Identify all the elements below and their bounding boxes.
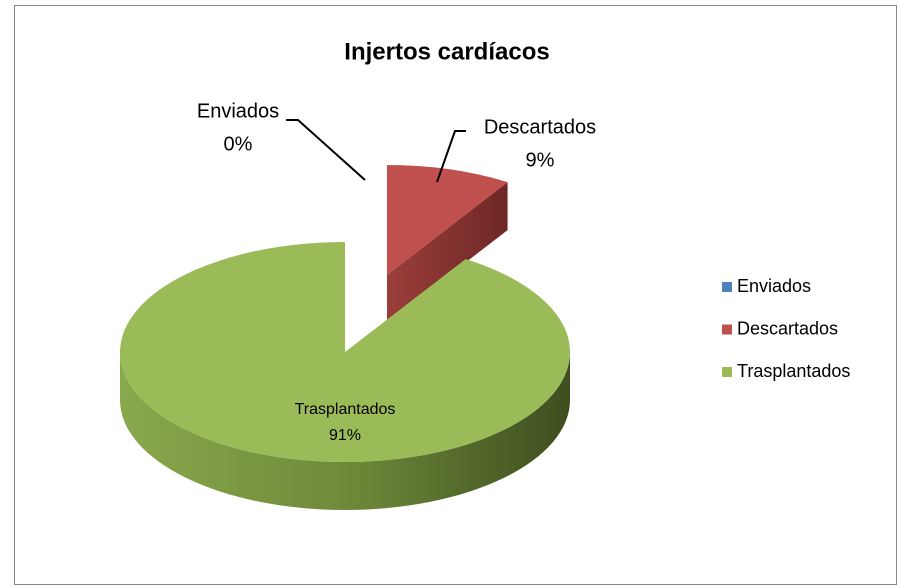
data-label-value: 9% xyxy=(526,149,555,171)
slice-wall xyxy=(387,182,508,323)
leader-line xyxy=(286,119,366,181)
leader-line xyxy=(436,130,466,183)
chart-title: Injertos cardíacos xyxy=(344,38,549,65)
data-label-value: 0% xyxy=(224,133,253,155)
slice-side xyxy=(120,352,570,510)
data-label-name: Descartados xyxy=(484,116,596,138)
data-label-name: Enviados xyxy=(197,100,279,122)
legend-swatch xyxy=(722,367,732,377)
legend-label: Trasplantados xyxy=(737,361,850,381)
legend-swatch xyxy=(722,324,732,335)
legend-swatch xyxy=(722,282,732,292)
data-label-name: Trasplantados xyxy=(295,401,396,418)
slice xyxy=(387,165,508,275)
legend-label: Enviados xyxy=(737,276,811,296)
data-label-value: 91% xyxy=(329,427,361,444)
slice xyxy=(120,242,571,462)
legend-label: Descartados xyxy=(737,318,838,338)
